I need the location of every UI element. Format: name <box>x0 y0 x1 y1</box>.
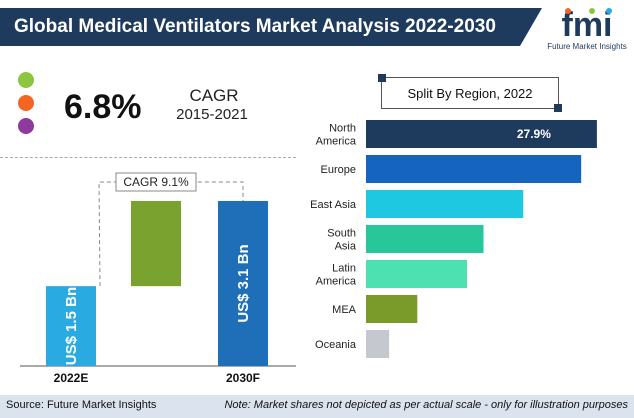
region-label: East Asia <box>310 199 357 211</box>
logo-text: Future Market Insights <box>547 42 627 51</box>
orange-dot-icon <box>18 95 34 111</box>
increment-bar <box>131 200 181 287</box>
region-label: MEA <box>332 304 357 316</box>
legend-dots <box>18 72 38 134</box>
region-title-box: Split By Region, 2022 <box>378 74 562 112</box>
cagr-label: CAGR <box>189 86 239 105</box>
cagr-period: 2015-2021 <box>176 106 248 123</box>
region-label: Latin <box>332 263 356 275</box>
bar-2022E <box>46 286 96 366</box>
page-title: Global Medical Ventilators Market Analys… <box>14 16 496 37</box>
region-label: Asia <box>335 241 357 253</box>
region-label: Oceania <box>315 339 357 351</box>
source-text: Source: Future Market Insights <box>6 399 157 411</box>
title-banner: Global Medical Ventilators Market Analys… <box>0 8 542 46</box>
cagr-value: 6.8% <box>64 88 142 126</box>
bar-2030F <box>218 200 268 366</box>
region-value-label: 27.9% <box>517 127 551 141</box>
header: Global Medical Ventilators Market Analys… <box>0 0 634 56</box>
purple-dot-icon <box>18 118 34 134</box>
x-tick-label: 2030F <box>226 371 260 385</box>
green-dot-icon <box>18 72 34 88</box>
region-bar <box>366 260 467 288</box>
region-chart-title: Split By Region, 2022 <box>407 86 533 101</box>
region-label: South <box>327 228 356 240</box>
corner-square-icon <box>378 74 386 82</box>
region-label: America <box>316 136 357 148</box>
cagr-annotation-box <box>115 172 197 192</box>
bar-value-label: US$ 1.5 Bn <box>63 287 80 365</box>
note-text: Note: Market shares not depicted as per … <box>224 399 628 411</box>
region-bar <box>366 225 484 253</box>
region-label: North <box>329 123 356 135</box>
region-bar <box>366 190 524 218</box>
bar-value-label: US$ 3.1 Bn <box>235 244 252 322</box>
fmi-logo: fmi Future Market Insights <box>545 4 629 56</box>
x-tick-label: 2022E <box>54 371 89 385</box>
region-bar <box>366 155 582 183</box>
region-label: America <box>316 276 357 288</box>
region-label: Europe <box>321 164 356 176</box>
fmi-logo-icon: fmi <box>562 6 613 44</box>
region-bar <box>366 330 390 358</box>
region-bar <box>366 295 418 323</box>
corner-square-icon <box>554 104 562 112</box>
footer: Source: Future Market Insights Note: Mar… <box>0 395 634 418</box>
cagr-annotation: CAGR 9.1% <box>123 175 189 189</box>
region-bar <box>366 120 597 148</box>
section-divider <box>0 157 296 158</box>
